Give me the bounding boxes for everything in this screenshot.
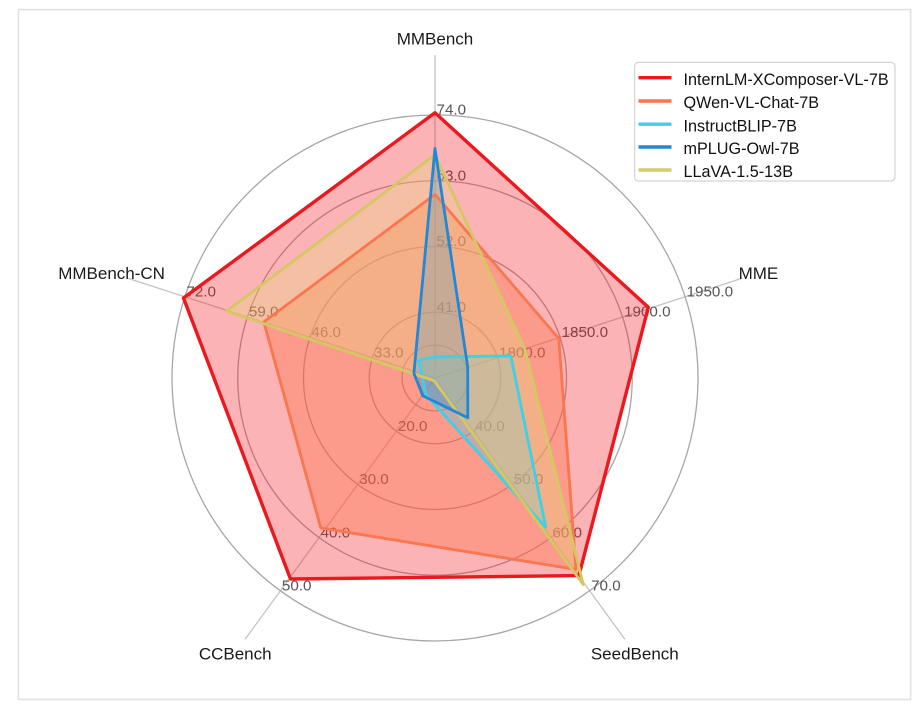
svg-text:1850.0: 1850.0 [562,324,608,341]
svg-text:1950.0: 1950.0 [687,283,733,300]
svg-text:InstructBLIP-7B: InstructBLIP-7B [684,117,797,135]
svg-text:70.0: 70.0 [591,578,621,595]
svg-text:CCBench: CCBench [199,644,272,663]
svg-text:50.0: 50.0 [282,578,312,595]
svg-text:33.0: 33.0 [374,344,404,361]
svg-text:LLaVA-1.5-13B: LLaVA-1.5-13B [684,163,794,181]
svg-text:mPLUG-Owl-7B: mPLUG-Owl-7B [684,140,800,158]
svg-text:72.0: 72.0 [186,283,216,300]
svg-text:MME: MME [739,264,779,283]
svg-text:40.0: 40.0 [475,418,505,435]
svg-text:QWen-VL-Chat-7B: QWen-VL-Chat-7B [684,94,820,112]
svg-text:30.0: 30.0 [359,471,389,488]
svg-text:SeedBench: SeedBench [591,644,679,663]
svg-text:MMBench: MMBench [397,29,474,48]
svg-text:InternLM-XComposer-VL-7B: InternLM-XComposer-VL-7B [684,71,889,89]
svg-text:20.0: 20.0 [398,418,428,435]
svg-text:52.0: 52.0 [437,233,467,250]
svg-text:74.0: 74.0 [437,102,467,119]
svg-text:46.0: 46.0 [311,324,341,341]
svg-text:MMBench-CN: MMBench-CN [58,264,165,283]
